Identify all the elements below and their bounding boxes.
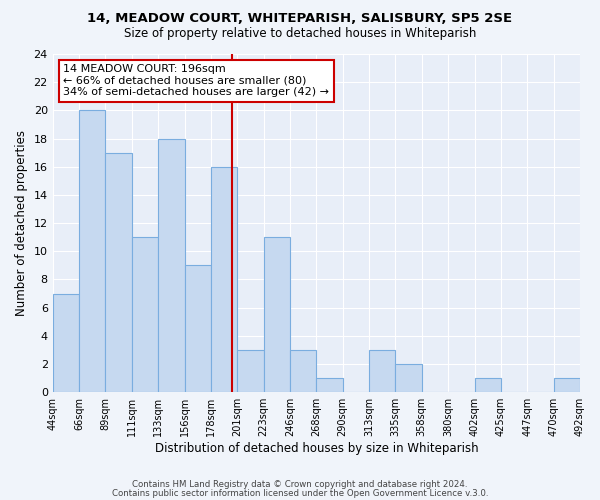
- Bar: [395, 364, 422, 392]
- Text: 14, MEADOW COURT, WHITEPARISH, SALISBURY, SP5 2SE: 14, MEADOW COURT, WHITEPARISH, SALISBURY…: [88, 12, 512, 26]
- Bar: [79, 110, 106, 392]
- Text: Contains public sector information licensed under the Open Government Licence v.: Contains public sector information licen…: [112, 488, 488, 498]
- Bar: [475, 378, 501, 392]
- Bar: [369, 350, 395, 392]
- Bar: [185, 266, 211, 392]
- Text: 14 MEADOW COURT: 196sqm
← 66% of detached houses are smaller (80)
34% of semi-de: 14 MEADOW COURT: 196sqm ← 66% of detache…: [63, 64, 329, 98]
- Text: Size of property relative to detached houses in Whiteparish: Size of property relative to detached ho…: [124, 28, 476, 40]
- Bar: [53, 294, 79, 392]
- Bar: [237, 350, 263, 392]
- Bar: [106, 152, 132, 392]
- Bar: [263, 237, 290, 392]
- X-axis label: Distribution of detached houses by size in Whiteparish: Distribution of detached houses by size …: [155, 442, 478, 455]
- Bar: [132, 237, 158, 392]
- Bar: [554, 378, 580, 392]
- Bar: [290, 350, 316, 392]
- Bar: [158, 138, 185, 392]
- Bar: [316, 378, 343, 392]
- Bar: [211, 166, 237, 392]
- Text: Contains HM Land Registry data © Crown copyright and database right 2024.: Contains HM Land Registry data © Crown c…: [132, 480, 468, 489]
- Y-axis label: Number of detached properties: Number of detached properties: [15, 130, 28, 316]
